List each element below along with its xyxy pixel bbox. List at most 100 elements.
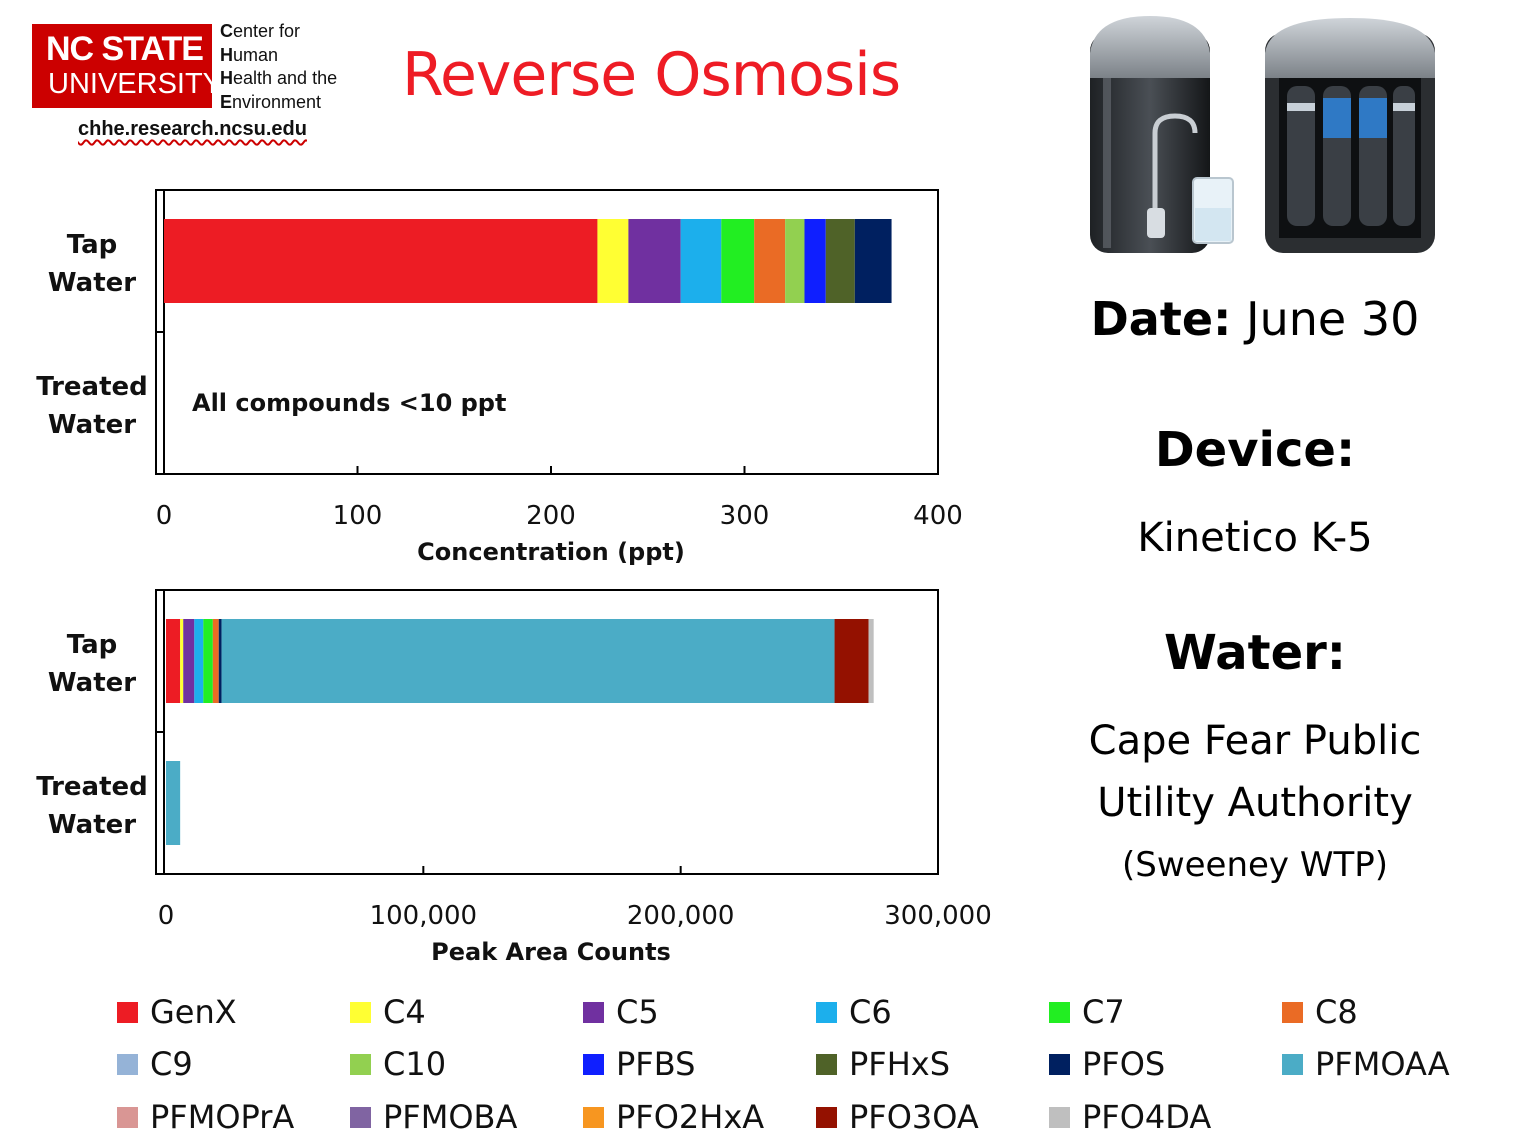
category-label: Treated — [36, 772, 148, 802]
bar-segment-c8-tap — [754, 219, 786, 303]
legend-swatch — [1282, 1001, 1303, 1023]
legend-label: PFO3OA — [849, 1098, 979, 1136]
legend-label: GenX — [150, 993, 237, 1031]
legend-label: C10 — [383, 1045, 447, 1083]
annotation-text: All compounds <10 ppt — [192, 389, 506, 417]
legend-swatch — [816, 1106, 837, 1128]
legend-item-c4: C4 — [350, 992, 426, 1032]
bar-segment-pfbs-tap — [804, 219, 826, 303]
category-label: Water — [48, 268, 136, 298]
bar-segment-c5-tap — [628, 219, 681, 303]
device-images — [1090, 16, 1435, 253]
legend-label: PFOS — [1082, 1045, 1166, 1083]
bar-segment-pfos-tap — [854, 219, 892, 303]
date-line: Date: June 30 — [1040, 292, 1470, 346]
category-label: Water — [48, 410, 136, 440]
legend-label: PFMOAA — [1315, 1045, 1450, 1083]
bar-segment-c7-tap — [721, 219, 755, 303]
legend-swatch — [117, 1001, 138, 1023]
bar-segment-genx-tap — [164, 219, 598, 303]
legend-swatch — [1049, 1106, 1070, 1128]
category-label: Water — [48, 810, 136, 840]
legend-swatch — [1282, 1053, 1303, 1075]
legend-item-c5: C5 — [583, 992, 659, 1032]
site-url: chhe.research.ncsu.edu — [78, 118, 307, 140]
legend-label: C7 — [1082, 993, 1125, 1031]
x-axis-label: Peak Area Counts — [431, 938, 671, 966]
center-name: Center for Human Health and the Environm… — [220, 20, 380, 114]
date-value: June 30 — [1246, 292, 1420, 346]
peak-area-chart: Tap Water Treated Water 0 100,000 200,000 300,0… — [36, 589, 992, 966]
legend-item-pfmoba: PFMOBA — [350, 1097, 517, 1137]
legend-label: PFO4DA — [1082, 1098, 1212, 1136]
bar-segment-c4-tap — [597, 219, 629, 303]
legend-swatch — [117, 1053, 138, 1075]
x-tick-label: 100,000 — [370, 901, 478, 931]
legend-item-c10: C10 — [350, 1044, 446, 1084]
bar-segment-pfo3oa-tap — [834, 619, 869, 703]
center-line-4: Environment — [220, 91, 322, 112]
legend-swatch — [117, 1106, 138, 1128]
legend-item-genx: GenX — [117, 992, 237, 1032]
legend-item-pfmopra: PFMOPrA — [117, 1097, 294, 1137]
bar-segment-c7-tap — [203, 619, 213, 703]
date-label: Date: — [1090, 292, 1232, 346]
legend-item-pfbs: PFBS — [583, 1044, 695, 1084]
page-title: Reverse Osmosis — [402, 40, 901, 110]
bar-segment-c6-tap — [680, 219, 722, 303]
legend-swatch — [1049, 1053, 1070, 1075]
water-value-line-2: Utility Authority — [1097, 780, 1413, 826]
legend-swatch — [350, 1106, 371, 1128]
legend-swatch — [583, 1001, 604, 1023]
legend-label: PFHxS — [849, 1045, 951, 1083]
water-label: Water: — [1164, 625, 1346, 681]
legend-swatch — [350, 1001, 371, 1023]
legend-item-pfo2hxa: PFO2HxA — [583, 1097, 764, 1137]
center-line-1: Center for — [220, 21, 301, 41]
x-tick-label: 200,000 — [627, 901, 735, 931]
legend-item-c7: C7 — [1049, 992, 1125, 1032]
legend-label: C8 — [1315, 993, 1358, 1031]
water-value-line-1: Cape Fear Public — [1088, 718, 1422, 764]
ro-unit-closed-icon — [1090, 16, 1234, 253]
bar-segment-pfos-tap — [218, 619, 222, 703]
legend-label: C6 — [849, 993, 892, 1031]
legend-item-pfo3oa: PFO3OA — [816, 1097, 979, 1137]
legend-item-c6: C6 — [816, 992, 892, 1032]
legend-item-pfhxs: PFHxS — [816, 1044, 950, 1084]
ncstate-logo: NC STATE UNIVERSITY — [32, 24, 222, 108]
legend-swatch — [350, 1053, 371, 1075]
bar-segment-c8-tap — [212, 619, 219, 703]
bar-segment-pfmoaa-tap — [221, 619, 835, 703]
legend-label: PFO2HxA — [616, 1098, 765, 1136]
legend-swatch — [583, 1053, 604, 1075]
legend-label: PFMOBA — [383, 1098, 518, 1136]
bar-segment-pfo4da-tap — [868, 619, 874, 703]
legend-item-pfos: PFOS — [1049, 1044, 1165, 1084]
legend-swatch — [1049, 1001, 1070, 1023]
x-tick-label: 200 — [526, 501, 576, 531]
x-tick-label: 0 — [156, 501, 173, 531]
x-tick-label: 0 — [158, 901, 175, 931]
legend-label: C4 — [383, 993, 426, 1031]
legend-swatch — [816, 1001, 837, 1023]
category-label: Tap — [67, 630, 118, 660]
device-value: Kinetico K-5 — [1137, 515, 1373, 561]
concentration-chart: Tap Water Treated Water 0 100 200 300 400 Concent… — [36, 189, 963, 566]
bar-segment-c4-tap — [180, 619, 184, 703]
bar-segment-genx-tap — [166, 619, 181, 703]
bar-segment-c10-tap — [785, 219, 805, 303]
x-tick-label: 300,000 — [884, 901, 992, 931]
bar-segment-pfhxs-tap — [825, 219, 855, 303]
legend-label: PFBS — [616, 1045, 696, 1083]
legend-label: C9 — [150, 1045, 193, 1083]
water-value-line-3: (Sweeney WTP) — [1121, 845, 1389, 885]
ro-unit-open-icon — [1265, 18, 1435, 253]
legend-item-c9: C9 — [117, 1044, 193, 1084]
device-label: Device: — [1154, 422, 1356, 478]
bar-segment-c5-tap — [183, 619, 195, 703]
center-line-3: Health and the — [220, 68, 338, 88]
category-label: Treated — [36, 372, 148, 402]
legend-item-c8: C8 — [1282, 992, 1358, 1032]
bar-segment-c6-tap — [194, 619, 204, 703]
